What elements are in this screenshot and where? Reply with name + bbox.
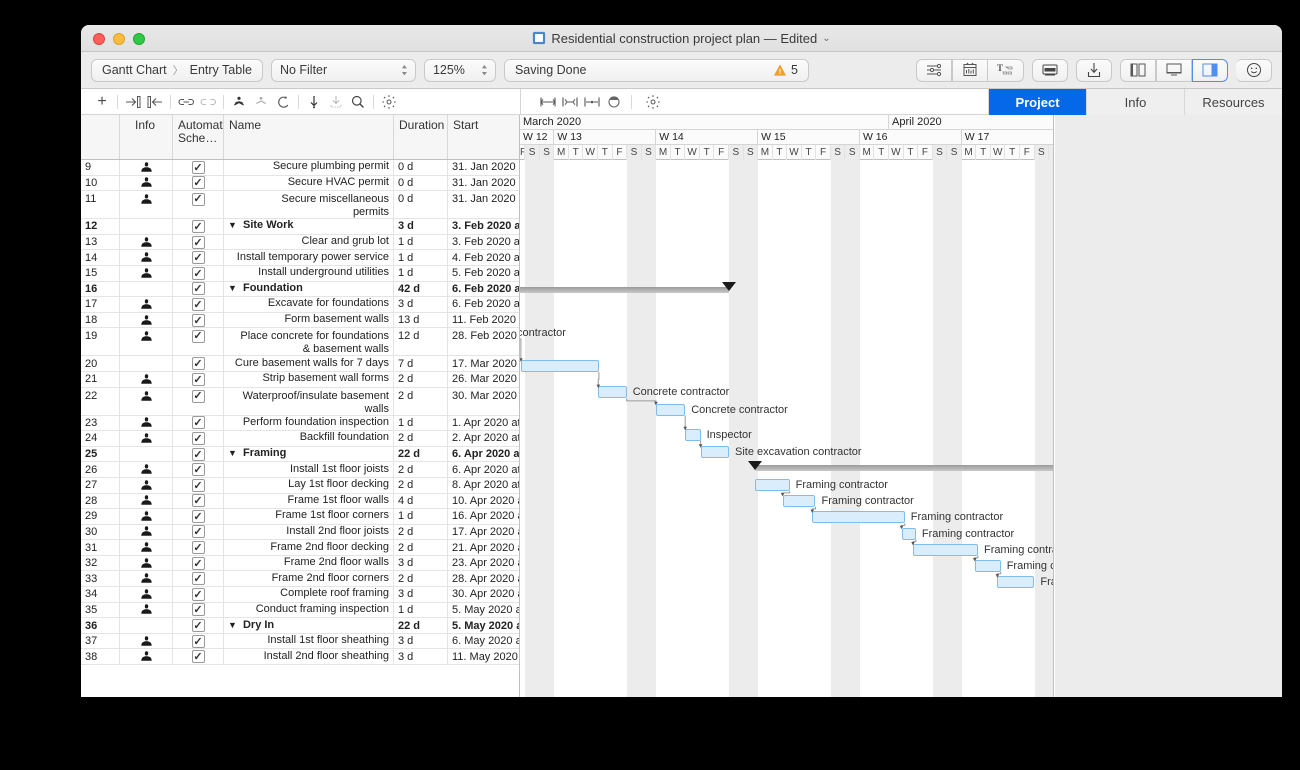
svg-text:!: ! xyxy=(779,67,781,76)
svg-text:T: T xyxy=(997,63,1003,73)
